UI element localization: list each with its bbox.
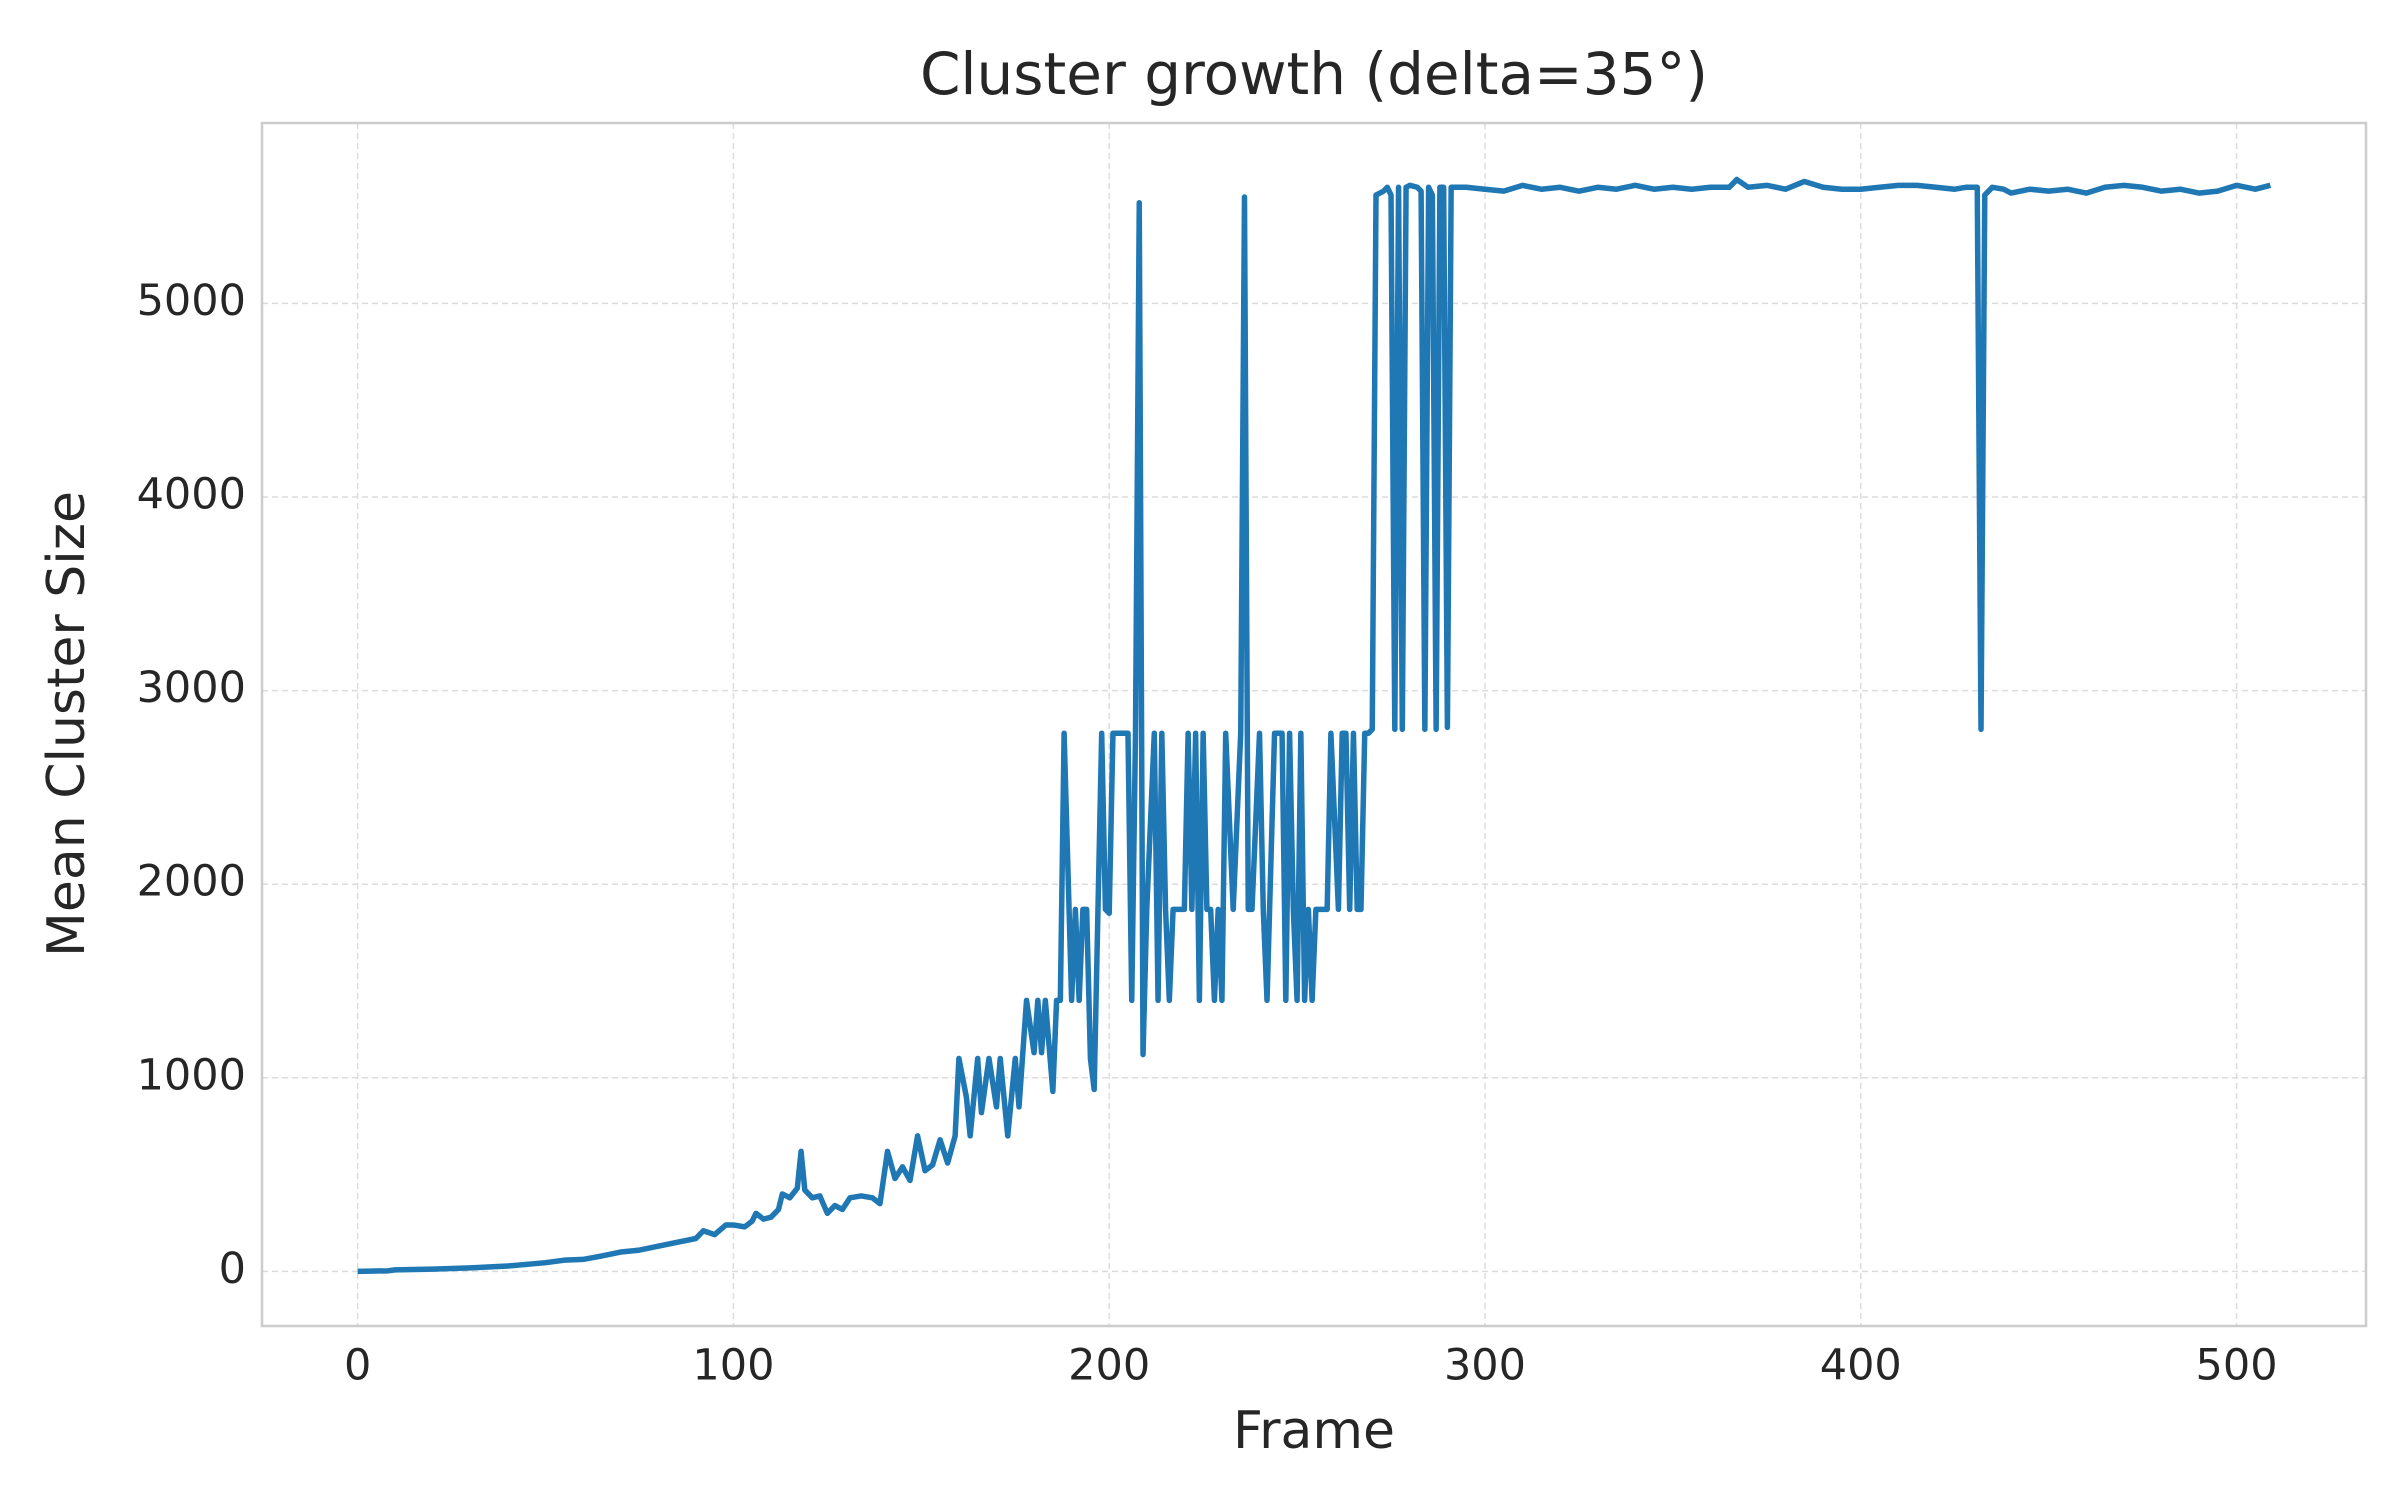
y-axis-label: Mean Cluster Size [37,491,97,957]
x-tick-label: 0 [344,1341,371,1391]
x-tick-label: 500 [2196,1341,2278,1391]
y-tick-label: 3000 [137,663,246,713]
plot-frame [260,121,2368,1328]
y-tick-label: 4000 [137,470,246,520]
data-line [357,176,2272,1275]
x-tick-label: 400 [1820,1341,1902,1391]
x-axis-label: Frame [1233,1401,1395,1461]
x-tick-label: 200 [1068,1341,1150,1391]
x-tick-label: 100 [692,1341,774,1391]
x-tick-label: 300 [1444,1341,1526,1391]
y-tick-label: 0 [219,1244,246,1294]
y-tick-label: 2000 [137,857,246,907]
chart-title: Cluster growth (delta=35°) [920,40,1708,108]
y-tick-label: 5000 [137,276,246,326]
y-tick-label: 1000 [137,1050,246,1100]
